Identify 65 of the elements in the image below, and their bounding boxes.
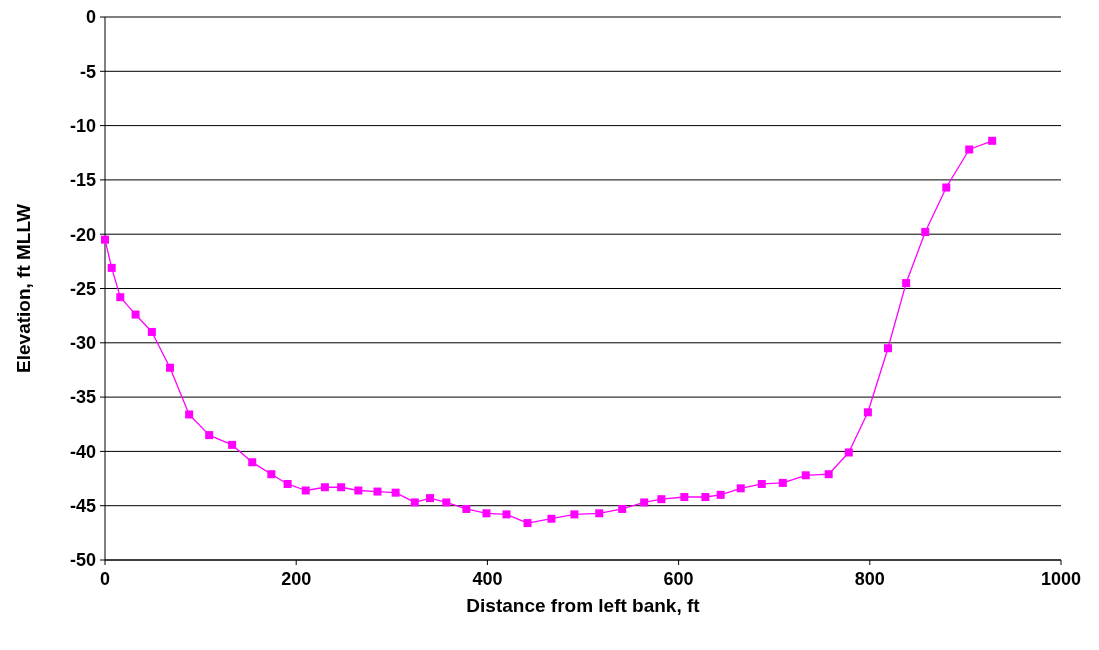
point [462,504,471,513]
y-tick-label: -5 [79,61,96,82]
point [680,493,689,502]
point [701,493,710,502]
point [965,145,974,154]
point [147,327,156,336]
y-tick-label: -15 [69,170,96,191]
x-tick-label: 400 [472,569,503,589]
y-tick-label: -50 [69,550,96,571]
point [337,483,346,492]
point [902,279,911,288]
point [442,498,451,507]
point [778,478,787,487]
x-tick-label: 200 [281,569,312,589]
point [595,509,604,518]
point [657,495,666,504]
x-axis-title: Distance from left bank, ft [466,595,701,616]
point [844,448,853,457]
point [410,498,419,507]
point [883,344,892,353]
x-tick-label: 0 [99,569,111,589]
point [482,509,491,518]
x-tick-label: 1000 [1040,569,1082,589]
y-tick-label: -20 [69,224,96,245]
point [523,519,532,528]
point [107,263,116,272]
point [116,293,125,302]
point [716,490,725,499]
point [205,431,214,440]
x-tick-label: 600 [663,569,694,589]
point [320,483,329,492]
point [248,458,257,467]
y-tick-label: -45 [69,496,96,516]
point [267,470,276,479]
point [547,514,556,523]
y-tick-label: 0 [85,7,96,28]
point [801,471,810,480]
point [736,484,745,493]
point [757,479,766,488]
point [185,410,194,419]
point [228,440,237,449]
y-tick-label: -10 [69,115,96,136]
point [863,408,872,417]
y-tick-label: -40 [69,441,96,462]
x-tick-label: 800 [854,569,885,589]
point [391,488,400,497]
point [988,136,997,145]
point [502,510,511,519]
point [301,486,310,495]
y-tick-label: -30 [69,333,96,354]
point [824,470,833,479]
y-tick-label: -35 [69,387,96,408]
point [618,504,627,513]
point [921,228,930,237]
y-axis-title: Elevation, ft MLLW [13,203,34,373]
point [354,486,363,495]
point [166,363,175,372]
point [426,494,435,503]
point [570,510,579,519]
point [640,498,649,507]
point [942,183,951,192]
point [283,479,292,488]
point [373,487,382,496]
y-tick-label: -25 [69,278,96,299]
point [131,310,140,319]
